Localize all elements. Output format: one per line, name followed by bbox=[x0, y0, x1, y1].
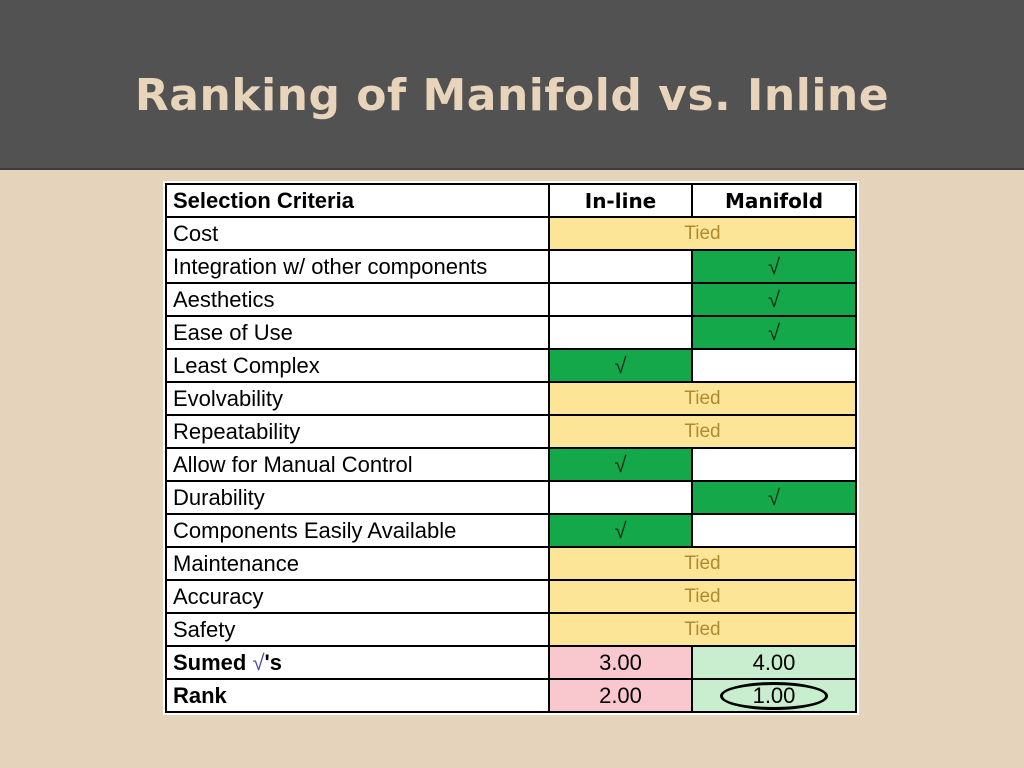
criterion-label: Evolvability bbox=[165, 381, 550, 416]
criterion-label: Allow for Manual Control bbox=[165, 447, 550, 482]
tied-cell: Tied bbox=[548, 381, 857, 416]
inline-check-cell: √ bbox=[548, 513, 693, 548]
tied-cell: Tied bbox=[548, 414, 857, 449]
manifold-check-cell: √ bbox=[691, 249, 857, 284]
rank-manifold-value-circled: 1.00 bbox=[719, 681, 829, 710]
inline-check-cell: √ bbox=[548, 447, 693, 482]
summed-label-suffix: 's bbox=[264, 649, 283, 675]
criterion-label: Ease of Use bbox=[165, 315, 550, 350]
criterion-label: Accuracy bbox=[165, 579, 550, 614]
inline-empty-cell bbox=[548, 249, 693, 284]
table-row: Safety Tied bbox=[165, 612, 857, 647]
inline-check-cell: √ bbox=[548, 348, 693, 383]
table-row: Least Complex √ bbox=[165, 348, 857, 383]
table-row: Ease of Use √ bbox=[165, 315, 857, 350]
manifold-empty-cell bbox=[691, 513, 857, 548]
criterion-label: Integration w/ other components bbox=[165, 249, 550, 284]
criterion-label: Durability bbox=[165, 480, 550, 515]
criterion-label: Aesthetics bbox=[165, 282, 550, 317]
summed-inline-value: 3.00 bbox=[548, 645, 693, 680]
table-row: Repeatability Tied bbox=[165, 414, 857, 449]
tied-cell: Tied bbox=[548, 546, 857, 581]
table-row: Maintenance Tied bbox=[165, 546, 857, 581]
inline-empty-cell bbox=[548, 315, 693, 350]
tied-cell: Tied bbox=[548, 579, 857, 614]
tied-cell: Tied bbox=[548, 612, 857, 647]
rank-manifold-cell: 1.00 bbox=[691, 678, 857, 713]
manifold-check-cell: √ bbox=[691, 282, 857, 317]
criterion-label: Components Easily Available bbox=[165, 513, 550, 548]
criterion-label: Safety bbox=[165, 612, 550, 647]
rank-label: Rank bbox=[165, 678, 550, 713]
criteria-rows: Cost Tied Integration w/ other components √… bbox=[165, 216, 857, 647]
selection-criteria-table: Selection Criteria In-line Manifold Cost… bbox=[165, 183, 857, 713]
table-row: Allow for Manual Control √ bbox=[165, 447, 857, 482]
header-inline: In-line bbox=[548, 183, 693, 218]
rank-inline-value: 2.00 bbox=[548, 678, 693, 713]
criterion-label: Cost bbox=[165, 216, 550, 251]
criteria-table-wrapper: Selection Criteria In-line Manifold Cost… bbox=[163, 181, 859, 715]
criterion-label: Repeatability bbox=[165, 414, 550, 449]
table-row: Durability √ bbox=[165, 480, 857, 515]
criterion-label: Least Complex bbox=[165, 348, 550, 383]
sqrt-symbol: √ bbox=[252, 649, 265, 675]
table-row: Cost Tied bbox=[165, 216, 857, 251]
manifold-empty-cell bbox=[691, 348, 857, 383]
table-header-row: Selection Criteria In-line Manifold bbox=[165, 183, 857, 218]
table-row: Integration w/ other components √ bbox=[165, 249, 857, 284]
table-row: Accuracy Tied bbox=[165, 579, 857, 614]
manifold-check-cell: √ bbox=[691, 315, 857, 350]
summed-manifold-value: 4.00 bbox=[691, 645, 857, 680]
manifold-empty-cell bbox=[691, 447, 857, 482]
manifold-check-cell: √ bbox=[691, 480, 857, 515]
rank-row: Rank 2.00 1.00 bbox=[165, 678, 857, 713]
summed-row: Sumed √'s 3.00 4.00 bbox=[165, 645, 857, 680]
table-row: Aesthetics √ bbox=[165, 282, 857, 317]
table-row: Evolvability Tied bbox=[165, 381, 857, 416]
inline-empty-cell bbox=[548, 282, 693, 317]
table-row: Components Easily Available √ bbox=[165, 513, 857, 548]
slide-title: Ranking of Manifold vs. Inline bbox=[134, 70, 890, 121]
summed-label: Sumed √'s bbox=[165, 645, 550, 680]
header-manifold: Manifold bbox=[691, 183, 857, 218]
slide-header: Ranking of Manifold vs. Inline bbox=[0, 0, 1024, 170]
criterion-label: Maintenance bbox=[165, 546, 550, 581]
summed-label-prefix: Sumed bbox=[173, 649, 253, 675]
inline-empty-cell bbox=[548, 480, 693, 515]
tied-cell: Tied bbox=[548, 216, 857, 251]
header-selection-criteria: Selection Criteria bbox=[165, 183, 550, 218]
